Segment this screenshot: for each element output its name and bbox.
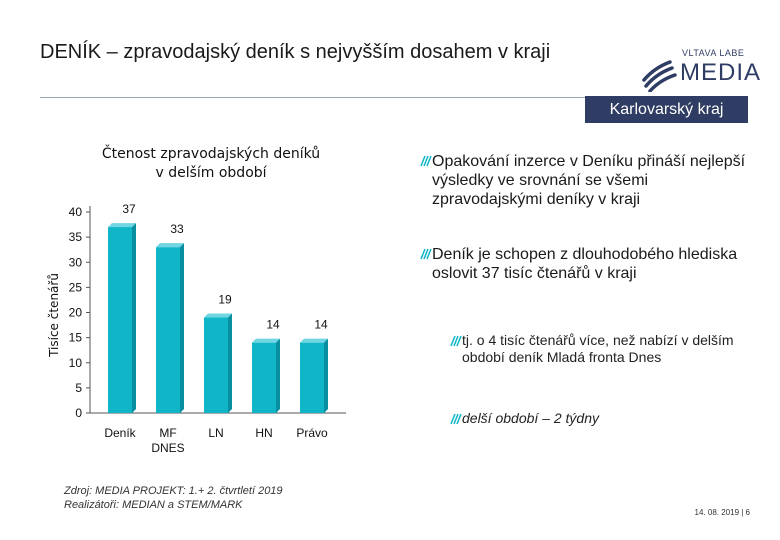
source-line: Zdroj: MEDIA PROJEKT: 1.+ 2. čtvrtletí 2… bbox=[64, 485, 283, 497]
readership-chart: Čtenost zpravodajských deníků v delším ob… bbox=[47, 144, 346, 455]
data-label: 14 bbox=[314, 318, 328, 332]
x-tick-label: HN bbox=[255, 426, 272, 440]
bullet-item: Opakování inzerce v Deníku přináší nejle… bbox=[420, 152, 762, 209]
bar bbox=[252, 342, 276, 413]
source-line: Realizátoři: MEDIAN a STEM/MARK bbox=[64, 499, 243, 511]
bar-top bbox=[252, 338, 280, 343]
bar bbox=[204, 317, 228, 413]
source-note: Zdroj: MEDIA PROJEKT: 1.+ 2. čtvrtletí 2… bbox=[64, 484, 283, 512]
chart-title-line: Čtenost zpravodajských deníků bbox=[102, 144, 320, 162]
header-divider bbox=[40, 97, 748, 98]
data-label: 19 bbox=[218, 293, 232, 307]
y-tick-label: 20 bbox=[69, 306, 83, 320]
bar-top bbox=[156, 243, 184, 248]
sub-bullet-text: delší období – 2 týdny bbox=[462, 410, 599, 426]
bar-side bbox=[324, 338, 328, 413]
y-tick-label: 35 bbox=[69, 230, 83, 244]
data-label: 14 bbox=[266, 318, 280, 332]
logo-main-text: MEDIA bbox=[680, 59, 762, 86]
bar-side bbox=[228, 313, 232, 413]
bar bbox=[156, 247, 180, 413]
bullet-icon bbox=[420, 248, 432, 260]
brand-logo: VLTAVA LABE MEDIA bbox=[640, 48, 760, 98]
y-tick-label: 5 bbox=[75, 381, 82, 395]
data-label: 33 bbox=[170, 222, 184, 236]
bar-side bbox=[276, 338, 280, 413]
logo-top-text: VLTAVA LABE bbox=[682, 48, 745, 58]
bullet-item: Deník je schopen z dlouhodobého hlediska… bbox=[420, 245, 742, 283]
sub-bullet-text: tj. o 4 tisíc čtenářů více, než nabízí v… bbox=[462, 332, 734, 365]
y-tick-label: 40 bbox=[69, 205, 83, 219]
x-tick-label: Deník bbox=[104, 426, 136, 440]
x-tick-label: LN bbox=[208, 426, 223, 440]
sub-bullet-item: tj. o 4 tisíc čtenářů více, než nabízí v… bbox=[450, 332, 757, 366]
bullet-text: Opakování inzerce v Deníku přináší nejle… bbox=[432, 153, 746, 208]
y-axis-label: Tisíce čtenářů bbox=[47, 273, 61, 358]
data-label: 37 bbox=[122, 202, 136, 216]
page-title: DENÍK – zpravodajský deník s nejvyšším d… bbox=[40, 41, 551, 63]
waves-icon bbox=[642, 60, 677, 92]
y-tick-label: 25 bbox=[69, 280, 83, 294]
bullet-text: Deník je schopen z dlouhodobého hlediska… bbox=[432, 246, 738, 282]
x-tick-label: MF bbox=[159, 426, 176, 440]
bar-side bbox=[180, 243, 184, 413]
bullet-icon bbox=[450, 413, 462, 425]
sub-bullet-item: delší období – 2 týdny bbox=[450, 410, 757, 427]
bar-top bbox=[300, 338, 328, 343]
bar bbox=[300, 342, 324, 413]
bar bbox=[108, 227, 132, 413]
bar-top bbox=[108, 223, 136, 228]
region-label: Karlovarský kraj bbox=[585, 96, 748, 123]
x-tick-label: DNES bbox=[151, 441, 184, 455]
y-tick-label: 30 bbox=[69, 255, 83, 269]
y-tick-label: 0 bbox=[75, 406, 82, 420]
bullet-icon bbox=[420, 155, 432, 167]
y-tick-label: 15 bbox=[69, 331, 83, 345]
x-tick-label: Právo bbox=[296, 426, 328, 440]
y-tick-label: 10 bbox=[69, 356, 83, 370]
bar-side bbox=[132, 223, 136, 413]
chart-title-line: v delším období bbox=[155, 165, 267, 181]
bar-top bbox=[204, 313, 232, 318]
footer-date-page: 14. 08. 2019 | 6 bbox=[694, 508, 750, 517]
bullet-icon bbox=[450, 335, 462, 347]
